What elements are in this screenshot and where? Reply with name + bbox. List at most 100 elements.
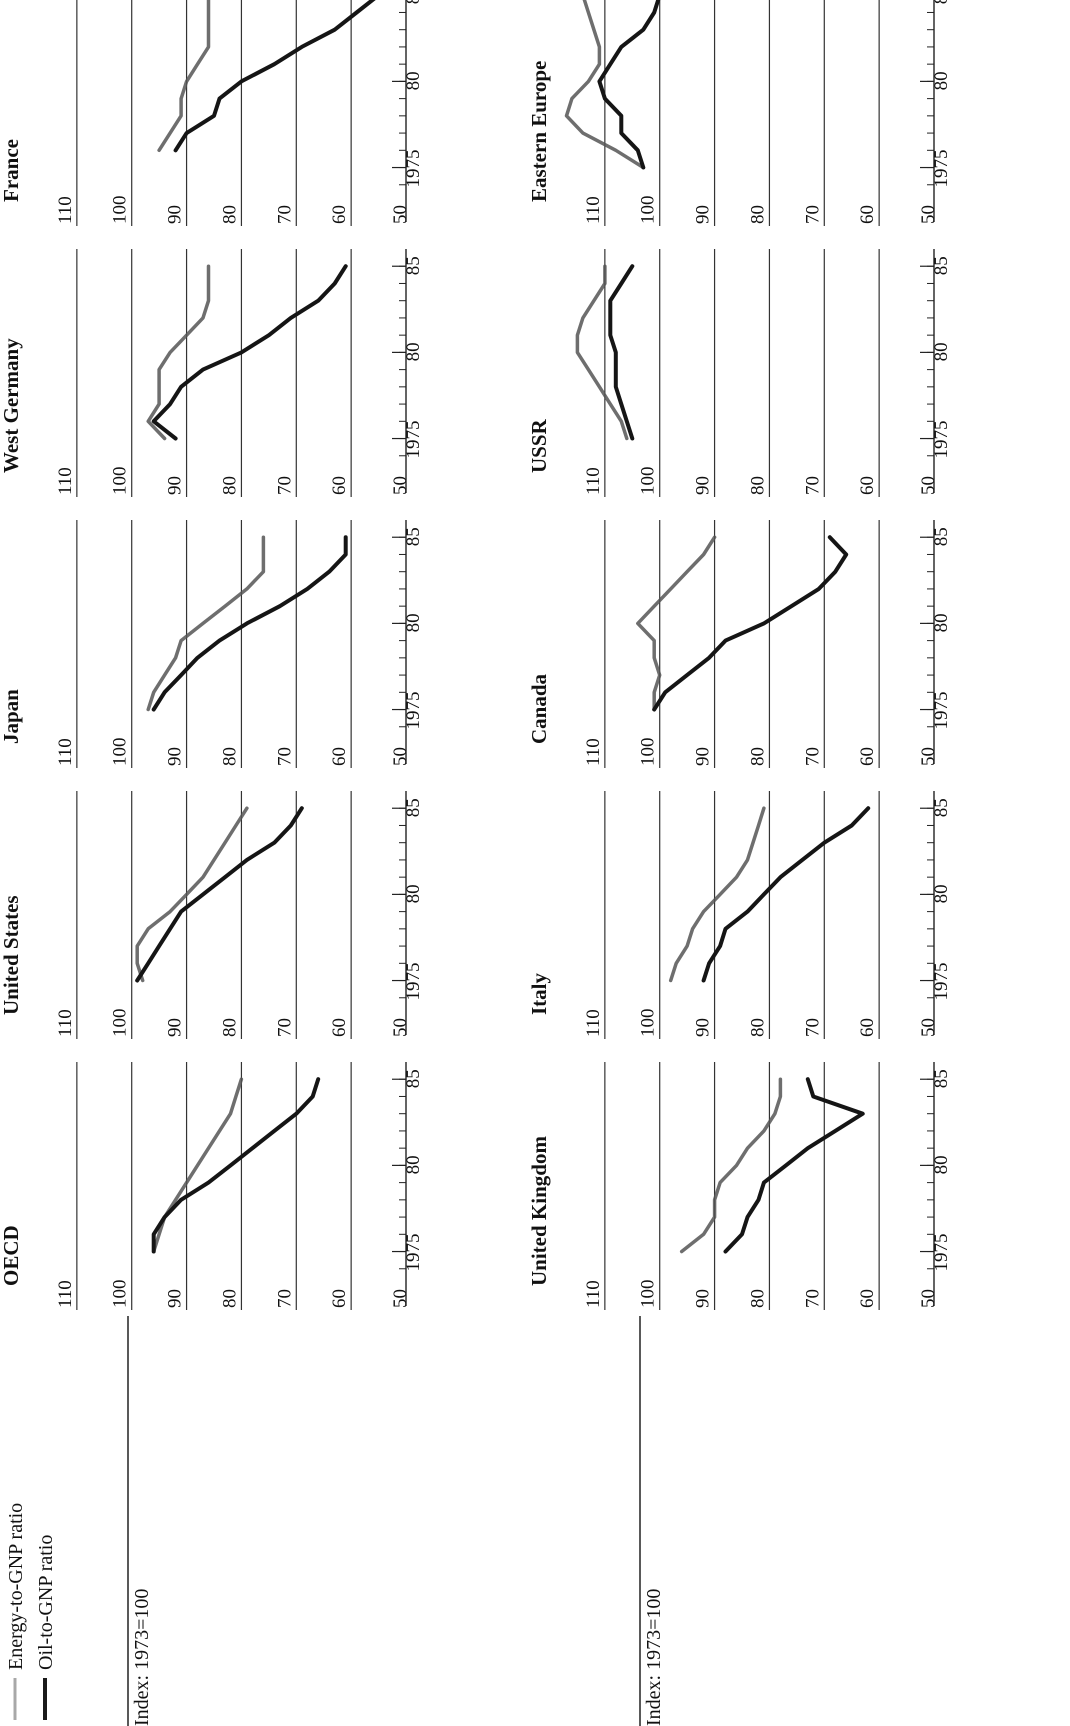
y-tick-label: 100 [638,467,659,496]
y-tick-label: 90 [693,476,714,495]
x-tick-label: 85 [931,0,952,4]
x-tick-label: 1975 [931,692,952,730]
y-tick-label: 70 [802,1018,823,1037]
y-tick-label: 60 [329,1018,350,1037]
y-tick-label: 90 [693,747,714,766]
y-axis-origin-label: 50 [918,476,939,495]
y-tick-label: 110 [583,1280,604,1308]
y-tick-label: 100 [638,1280,659,1309]
panel-title: Eastern Europe [527,61,551,202]
chart-panel-5: France 110 100 90 80 70 60 50 1975 80 85 [0,0,424,226]
y-tick-label: 70 [802,747,823,766]
y-axis-origin-label: 50 [918,1018,939,1037]
series-oil-line [597,0,662,170]
x-tick-label: 80 [931,342,952,361]
y-axis-origin-label: 50 [390,205,411,224]
y-tick-label: 110 [583,738,604,766]
y-tick-label: 80 [747,205,768,224]
legend: Energy-to-GNP ratio Oil-to-GNP ratio [5,1503,57,1720]
y-tick-label: 70 [802,1289,823,1308]
y-tick-label: 60 [857,205,878,224]
x-tick-label: 1975 [403,421,424,459]
y-tick-label: 80 [747,476,768,495]
y-tick-label: 110 [55,738,76,766]
series-energy-line [636,535,717,712]
y-tick-label: 80 [219,747,240,766]
y-axis-origin-label: 50 [918,1289,939,1308]
series-oil-line [151,535,348,712]
y-tick-label: 90 [165,205,186,224]
y-tick-label: 70 [802,205,823,224]
x-tick-label: 80 [403,71,424,90]
x-tick-label: 80 [403,884,424,903]
series-oil-line [151,1077,321,1254]
x-tick-label: 1975 [931,150,952,188]
chart-panel-4: West Germany 110 100 90 80 70 60 50 1975 80 85 [0,249,424,497]
y-tick-label: 60 [329,476,350,495]
x-tick-label: 1975 [931,963,952,1001]
series-oil-line [701,806,871,983]
y-tick-label: 90 [165,1018,186,1037]
series-energy-line [668,806,766,983]
x-tick-label: 85 [931,1069,952,1088]
series-oil-line [652,535,849,712]
x-tick-label: 80 [403,1155,424,1174]
x-tick-label: 85 [931,798,952,817]
y-tick-label: 90 [165,476,186,495]
x-tick-label: 85 [403,256,424,275]
y-axis-origin-label: 50 [390,476,411,495]
panel-title: Italy [527,973,551,1016]
y-tick-label: 90 [693,1289,714,1308]
series-energy-line [679,1077,783,1254]
chart-panel-3: Japan 110 100 90 80 70 60 50 1975 80 85 [0,520,424,768]
x-tick-label: 80 [931,71,952,90]
panel-title: Japan [0,689,23,744]
x-tick-label: 85 [403,1069,424,1088]
y-tick-label: 80 [747,747,768,766]
y-tick-label: 70 [274,1018,295,1037]
chart-panel-9: USSR 110 100 90 80 70 60 50 1975 80 85 [527,249,952,497]
panels: OECD 110 100 90 80 70 60 50 1975 80 85 United State… [0,0,952,1310]
y-tick-label: 80 [219,1018,240,1037]
y-tick-label: 60 [329,1289,350,1308]
series-oil-line [608,264,635,441]
series-energy-line [564,0,646,170]
series-oil-line [135,806,304,983]
legend-label-energy: Energy-to-GNP ratio [5,1503,27,1670]
y-tick-label: 90 [165,747,186,766]
panel-title: United Kingdom [527,1136,551,1286]
x-tick-label: 1975 [403,150,424,188]
index-block-bottom: Index: 1973=100 [639,1316,665,1726]
panel-title: USSR [527,418,551,473]
y-tick-label: 100 [638,1009,659,1038]
y-tick-label: 100 [110,738,131,767]
series-oil-line [173,0,381,153]
rotated-figure: Energy-to-GNP ratio Oil-to-GNP ratio Ind… [0,0,952,1726]
panel-title: United States [0,895,23,1015]
y-tick-label: 60 [857,1018,878,1037]
x-tick-label: 1975 [403,1234,424,1272]
y-tick-label: 80 [219,205,240,224]
y-tick-label: 110 [583,1009,604,1037]
series-energy-line [157,0,211,153]
x-tick-label: 80 [403,342,424,361]
x-tick-label: 80 [931,613,952,632]
y-axis-origin-label: 50 [918,205,939,224]
x-tick-label: 1975 [931,1234,952,1272]
x-tick-label: 85 [403,798,424,817]
y-tick-label: 70 [274,205,295,224]
x-tick-label: 85 [931,527,952,546]
series-energy-line [575,264,629,441]
panel-title: OECD [0,1225,23,1286]
series-energy-line [146,535,266,712]
y-tick-label: 110 [583,467,604,495]
chart-panel-2: United States 110 100 90 80 70 60 50 1975 80 85 [0,791,424,1039]
y-tick-label: 80 [747,1018,768,1037]
panel-title: Canada [527,673,551,744]
y-tick-label: 80 [747,1289,768,1308]
chart-panel-7: Italy 110 100 90 80 70 60 50 1975 80 85 [527,791,952,1039]
y-tick-label: 90 [165,1289,186,1308]
x-tick-label: 85 [403,527,424,546]
